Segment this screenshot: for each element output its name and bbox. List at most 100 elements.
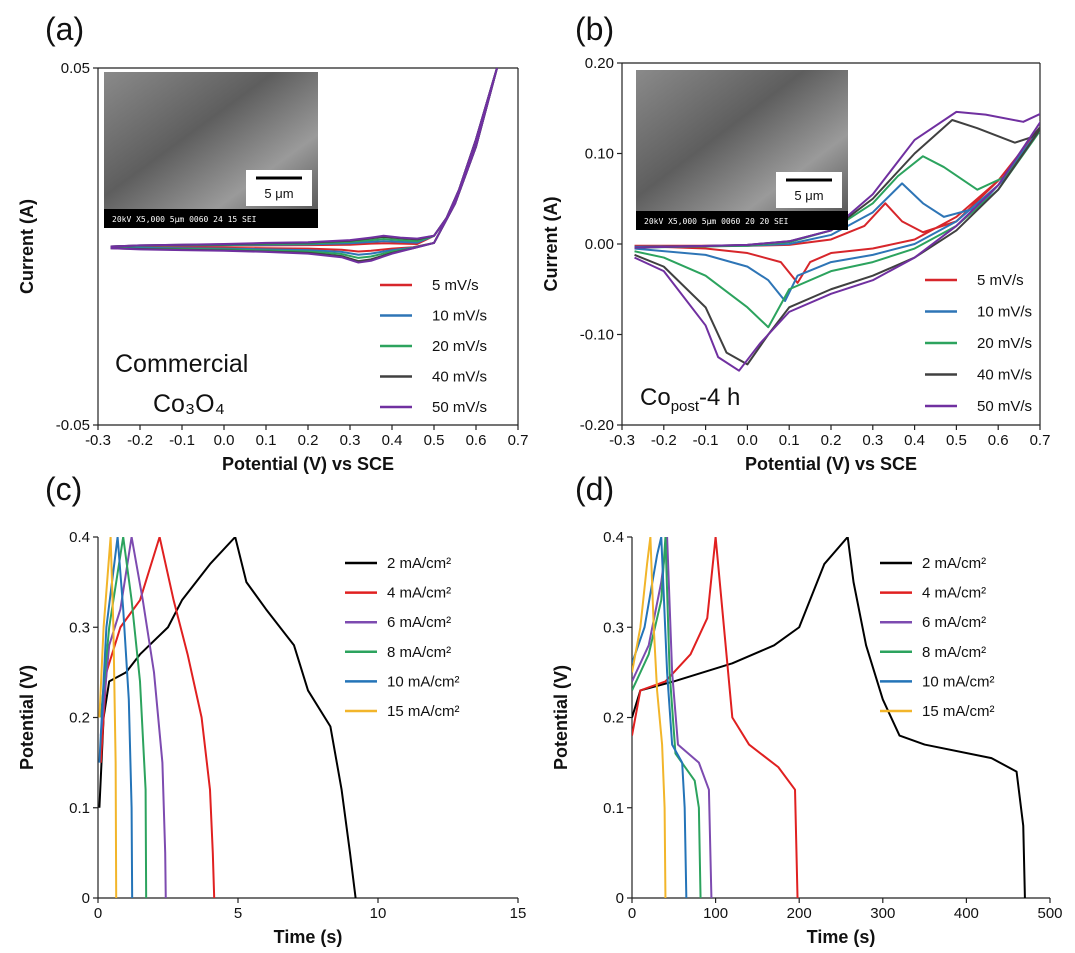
legend-label: 15 mA/cm² xyxy=(387,703,460,720)
legend-label: 5 mV/s xyxy=(977,272,1024,289)
annotation-base: Co xyxy=(640,384,671,411)
series-line xyxy=(632,537,1026,898)
x-axis-label: Potential (V) vs SCE xyxy=(222,454,394,474)
scale-label: 5 μm xyxy=(264,186,293,201)
y-tick-label: 0.1 xyxy=(69,800,90,817)
panel-label: (c) xyxy=(45,471,82,507)
x-tick-label: 500 xyxy=(1037,905,1062,922)
x-tick-label: 300 xyxy=(870,905,895,922)
legend-label: 40 mV/s xyxy=(432,369,487,386)
y-axis-label: Current (A) xyxy=(541,197,561,292)
scale-box xyxy=(776,172,842,208)
y-axis-label: Potential (V) xyxy=(551,665,571,770)
y-tick-label: 0.3 xyxy=(603,619,624,636)
legend-label: 5 mV/s xyxy=(432,277,479,294)
x-tick-label: 0.1 xyxy=(779,432,800,449)
y-tick-label: 0 xyxy=(616,890,624,907)
series-line xyxy=(632,537,688,898)
x-tick-label: 0.0 xyxy=(737,432,758,449)
y-tick-label: 0 xyxy=(82,890,90,907)
series-line xyxy=(98,537,118,898)
legend-label: 10 mV/s xyxy=(977,304,1032,321)
series-line xyxy=(634,110,1040,372)
x-tick-label: 400 xyxy=(954,905,979,922)
panel-label: (d) xyxy=(575,471,614,507)
series-line xyxy=(634,119,1040,366)
x-tick-label: 0.6 xyxy=(988,432,1009,449)
legend-label: 20 mV/s xyxy=(977,335,1032,352)
sem-caption: 20kV X5,000 5μm 0060 20 20 SEI xyxy=(644,217,789,226)
legend-label: 6 mA/cm² xyxy=(922,614,986,631)
legend-label: 8 mA/cm² xyxy=(387,644,451,661)
x-axis-label: Potential (V) vs SCE xyxy=(745,454,917,474)
x-tick-label: 100 xyxy=(703,905,728,922)
legend-label: 50 mV/s xyxy=(977,398,1032,415)
panel-label: (b) xyxy=(575,11,614,47)
legend-label: 10 mV/s xyxy=(432,308,487,325)
series-line xyxy=(99,537,216,898)
y-tick-label: 0.20 xyxy=(585,55,614,72)
x-tick-label: 0.5 xyxy=(946,432,967,449)
sem-caption: 20kV X5,000 5μm 0060 24 15 SEI xyxy=(112,215,257,224)
x-tick-label: 15 xyxy=(510,905,527,922)
panel-label: (a) xyxy=(45,11,84,47)
x-tick-label: 0.4 xyxy=(382,432,403,449)
x-tick-label: 0.6 xyxy=(466,432,487,449)
annotation: Co₃O₄ xyxy=(153,390,225,418)
sem-info-bar xyxy=(104,209,318,228)
annotation: Copost-4 h xyxy=(640,384,740,415)
scale-label: 5 μm xyxy=(794,188,823,203)
y-axis-label: Current (A) xyxy=(17,199,37,294)
y-tick-label: 0.05 xyxy=(61,60,90,77)
panel: (d) 0 100 200 300 400 500 0 0.1 0.2 0.3 0.4 Time (s)… xyxy=(551,471,1063,947)
x-tick-label: 0.1 xyxy=(256,432,277,449)
y-tick-label: 0.00 xyxy=(585,236,614,253)
x-tick-label: 0.2 xyxy=(821,432,842,449)
y-axis-label: Potential (V) xyxy=(17,665,37,770)
x-tick-label: -0.1 xyxy=(693,432,719,449)
legend-label: 20 mV/s xyxy=(432,338,487,355)
x-tick-label: -0.3 xyxy=(609,432,635,449)
y-tick-label: -0.20 xyxy=(580,417,614,434)
x-tick-label: 0.0 xyxy=(214,432,235,449)
series-line xyxy=(98,537,134,898)
x-tick-label: 200 xyxy=(787,905,812,922)
y-tick-label: 0.4 xyxy=(69,529,90,546)
panel: (b) -0.3 -0.2 -0.1 0.0 0.1 0.2 0.3 0.4 0.5 0.6 0.7 -… xyxy=(541,11,1050,474)
legend-label: 4 mA/cm² xyxy=(387,585,451,602)
x-tick-label: 0.7 xyxy=(1030,432,1051,449)
x-tick-label: -0.3 xyxy=(85,432,111,449)
y-tick-label: 0.2 xyxy=(603,710,624,727)
series-line xyxy=(98,537,357,898)
scale-box xyxy=(246,170,312,206)
legend-label: 8 mA/cm² xyxy=(922,644,986,661)
x-tick-label: 0.3 xyxy=(340,432,361,449)
y-tick-label: -0.05 xyxy=(56,417,90,434)
y-tick-label: 0.2 xyxy=(69,710,90,727)
y-tick-label: 0.10 xyxy=(585,146,614,163)
annotation-rest: -4 h xyxy=(699,384,740,411)
series-line xyxy=(632,537,702,898)
x-tick-label: -0.1 xyxy=(169,432,195,449)
x-axis-label: Time (s) xyxy=(274,927,343,947)
y-tick-label: -0.10 xyxy=(580,327,614,344)
x-tick-label: -0.2 xyxy=(127,432,153,449)
y-tick-label: 0.1 xyxy=(603,800,624,817)
x-tick-label: 5 xyxy=(234,905,242,922)
plot-area xyxy=(98,537,357,898)
series-line xyxy=(632,537,799,898)
x-tick-label: -0.2 xyxy=(651,432,677,449)
annotation: Commercial xyxy=(115,350,248,378)
annotation-subscript: post xyxy=(671,398,700,415)
series-line xyxy=(634,126,1040,303)
plot-area xyxy=(632,537,1026,898)
legend-label: 6 mA/cm² xyxy=(387,614,451,631)
x-axis-label: Time (s) xyxy=(807,927,876,947)
plot-area xyxy=(634,110,1040,372)
legend-label: 50 mV/s xyxy=(432,399,487,416)
x-tick-label: 0 xyxy=(94,905,102,922)
series-line xyxy=(99,537,148,898)
x-tick-label: 0.3 xyxy=(862,432,883,449)
sem-info-bar xyxy=(636,211,848,230)
legend-label: 10 mA/cm² xyxy=(387,673,460,690)
